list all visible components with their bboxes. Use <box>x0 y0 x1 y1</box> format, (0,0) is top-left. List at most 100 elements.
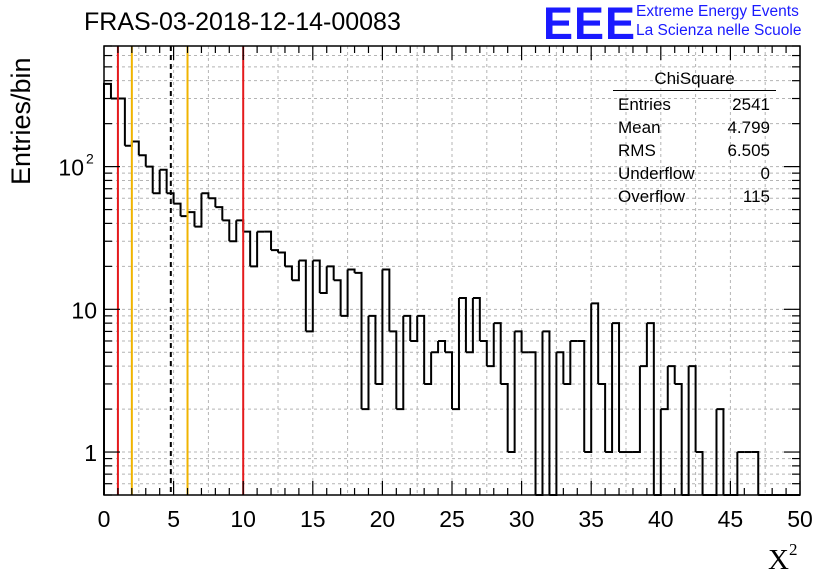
histogram-bin <box>528 351 537 495</box>
logo-caption: Extreme Energy Events La Scienza nelle S… <box>636 2 801 40</box>
histogram-bin <box>229 220 238 243</box>
histogram-bin <box>340 269 349 317</box>
histogram-bin <box>458 297 467 353</box>
histogram-bin <box>236 219 245 232</box>
histogram-bin <box>424 352 433 385</box>
histogram-bin <box>493 322 502 384</box>
histogram-bin <box>591 302 600 384</box>
histogram-bin <box>389 330 398 410</box>
histogram-bin <box>152 169 161 195</box>
stats-label: Mean <box>618 118 661 137</box>
y-tick-label-exponent: 2 <box>86 151 94 167</box>
x-tick-label: 5 <box>167 506 180 532</box>
histogram-bin <box>549 352 558 496</box>
histogram-bin <box>368 314 377 384</box>
histogram-bin <box>382 268 391 332</box>
histogram-bin <box>431 340 440 354</box>
x-tick-label: 15 <box>300 506 326 532</box>
stats-value: 4.799 <box>727 118 770 137</box>
histogram-bin <box>298 259 307 332</box>
histogram-bin <box>535 331 544 496</box>
histogram-bin <box>438 339 447 353</box>
y-axis-label: Entries/bin <box>6 57 36 185</box>
stats-value: 115 <box>742 187 770 206</box>
stats-row: Mean 4.799 <box>613 116 776 139</box>
x-axis-label-exponent: 2 <box>788 540 798 559</box>
histogram-bin <box>667 365 676 384</box>
stats-label: Underflow <box>618 164 695 183</box>
stats-value: 0 <box>760 164 770 183</box>
stats-row: Entries 2541 <box>613 93 776 116</box>
reference-lines <box>116 46 245 495</box>
histogram-bin <box>646 322 655 495</box>
x-tick-label: 25 <box>439 506 465 532</box>
histogram-bin <box>361 315 370 411</box>
y-tick-label: 1 <box>84 440 97 466</box>
x-axis-label-base: X <box>768 544 789 576</box>
histogram-bin <box>117 97 126 146</box>
histogram-bin <box>201 192 210 199</box>
x-tick-label: 35 <box>578 506 604 532</box>
logo-line-2: La Scienza nelle Scuole <box>636 22 802 39</box>
histogram-bin <box>716 408 725 495</box>
histogram-bin <box>445 351 453 410</box>
histogram-bin <box>452 298 460 411</box>
histogram-bin <box>500 382 509 453</box>
histogram-bin <box>514 330 523 353</box>
histogram-bin <box>222 219 231 242</box>
stats-box: ChiSquare Entries 2541 Mean 4.799 RMS 6.505… <box>613 69 776 208</box>
histogram-bin <box>347 268 356 273</box>
histogram-bin <box>479 339 488 367</box>
x-tick-label: 20 <box>370 506 396 532</box>
histogram-bin <box>403 314 412 341</box>
histogram-bin <box>577 339 586 453</box>
histogram-bin <box>333 279 342 316</box>
histogram-bin <box>542 330 551 495</box>
histogram-bin <box>598 382 607 453</box>
histogram-bin <box>472 297 481 341</box>
stats-row: RMS 6.505 <box>613 139 776 162</box>
histogram-bin <box>681 366 690 496</box>
histogram-bin <box>556 351 565 384</box>
x-tick-label: 45 <box>718 506 744 532</box>
histogram-bin <box>264 230 273 251</box>
histogram-bin <box>632 366 641 454</box>
histogram-bin <box>605 323 614 454</box>
histogram-bin <box>194 193 203 228</box>
histogram-bin <box>326 265 335 281</box>
histogram-bin <box>584 303 593 454</box>
histogram-bin <box>291 260 300 282</box>
histogram-bin <box>507 331 516 454</box>
x-tick-label: 10 <box>230 506 256 532</box>
chart-title: FRAS-03-2018-12-14-00083 <box>84 8 401 36</box>
histogram-bin <box>187 211 196 227</box>
axis-ticks <box>103 45 801 496</box>
histogram-bin <box>396 315 405 411</box>
histogram-bin <box>375 269 384 385</box>
histogram-bin <box>138 154 147 167</box>
histogram-bin <box>465 298 474 354</box>
histogram-bin <box>417 314 426 384</box>
histogram-bin <box>305 260 314 333</box>
x-tick-label: 50 <box>787 506 813 532</box>
x-axis-label: X2 <box>768 540 797 577</box>
histogram-bin <box>271 249 279 253</box>
histogram-bin <box>319 266 328 295</box>
histogram-bin <box>250 231 259 268</box>
logo-line-1: Extreme Energy Events <box>636 3 799 20</box>
histogram-bin <box>674 382 683 495</box>
x-tick-label: 40 <box>648 506 674 532</box>
histogram-bin <box>131 140 140 156</box>
histogram-bin <box>180 212 189 218</box>
histogram-bin <box>563 340 572 385</box>
stats-value: 6.505 <box>727 141 770 160</box>
x-tick-label: 0 <box>98 506 111 532</box>
histogram-bin <box>215 206 224 221</box>
histogram-bin <box>751 451 760 495</box>
stats-label: Overflow <box>618 187 686 206</box>
histogram-bin <box>695 451 704 495</box>
histogram-bin <box>612 322 621 453</box>
stats-label: RMS <box>618 141 656 160</box>
